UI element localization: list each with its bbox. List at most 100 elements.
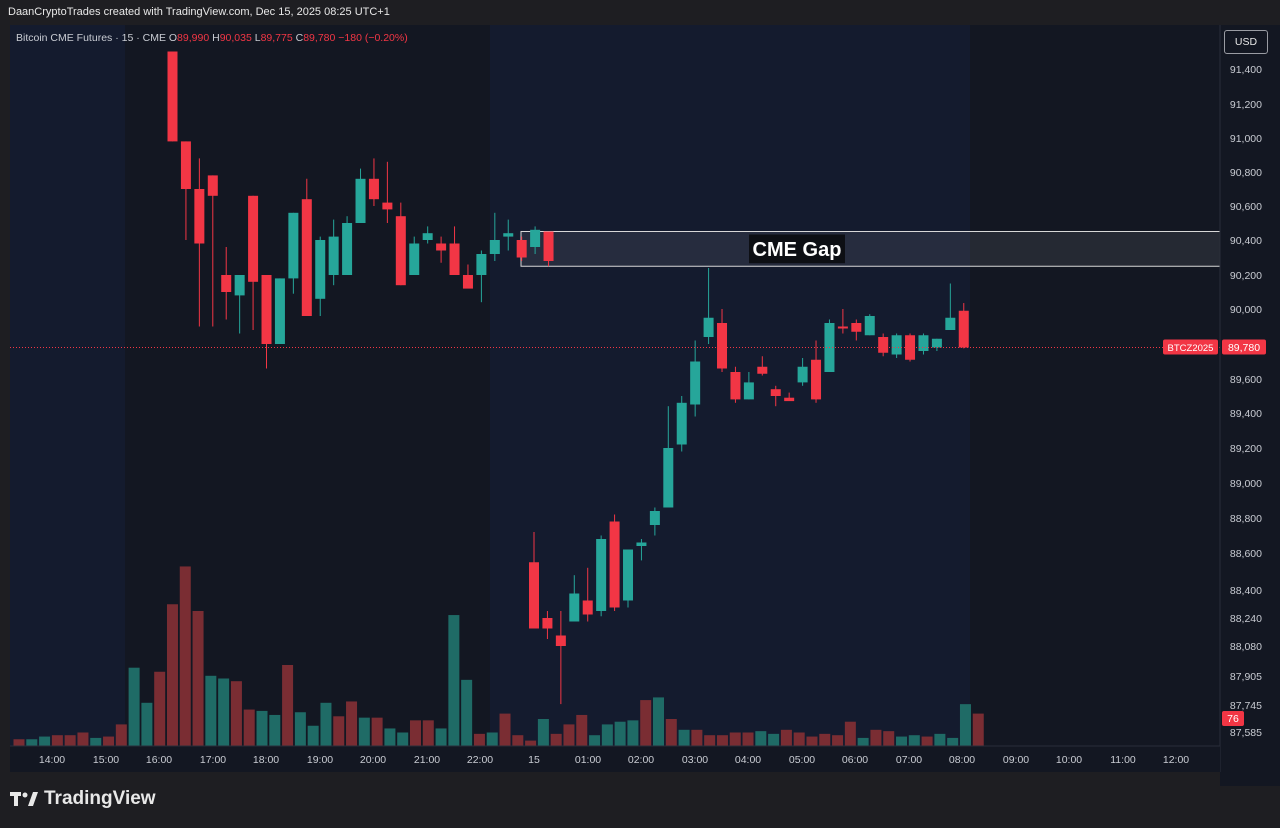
volume-bar — [218, 678, 230, 746]
price-axis-tick: 89,600 — [1230, 374, 1262, 386]
volume-bar — [461, 679, 473, 746]
time-axis-tick: 22:00 — [467, 754, 493, 766]
legend-symbol[interactable]: Bitcoin CME Futures · 15 · CME — [16, 32, 166, 44]
candle-body — [180, 141, 191, 189]
currency-button[interactable]: USD — [1224, 30, 1268, 54]
cme-gap-box[interactable] — [520, 231, 1221, 267]
volume-bar — [563, 724, 575, 746]
volume-bar — [473, 733, 485, 746]
volume-bar — [627, 720, 639, 746]
time-axis-tick: 02:00 — [628, 754, 654, 766]
volume-bar — [525, 740, 537, 746]
candle-body — [582, 600, 593, 615]
volume-bar — [691, 729, 703, 746]
time-axis-tick: 11:00 — [1110, 754, 1136, 766]
chart-header: DaanCryptoTrades created with TradingVie… — [8, 6, 390, 18]
volume-bar — [780, 729, 792, 746]
volume-bar — [205, 675, 217, 746]
legend-high-label: H — [212, 32, 220, 44]
volume-bar — [333, 716, 345, 746]
candle-body — [328, 236, 339, 275]
price-axis-tick: 90,400 — [1230, 235, 1262, 247]
candle-body — [342, 223, 353, 275]
volume-bar — [320, 702, 332, 746]
price-axis-tick: 90,200 — [1230, 270, 1262, 282]
candle-body — [274, 278, 285, 344]
candle-body — [542, 618, 553, 629]
volume-bar — [409, 720, 421, 746]
candle-body — [811, 359, 822, 400]
volume-bar — [972, 713, 984, 746]
candle-body — [368, 178, 379, 200]
cme-gap-label-bg — [749, 234, 845, 264]
volume-bar — [26, 739, 38, 746]
volume-bar — [13, 739, 25, 746]
volume-bar — [959, 704, 971, 746]
candle-body — [837, 326, 848, 329]
session-background-2 — [490, 25, 970, 746]
candle-body — [234, 275, 245, 296]
volume-bar — [601, 724, 613, 746]
volume-bar — [768, 733, 780, 746]
candle-body — [248, 195, 259, 282]
legend-change: −180 (−0.20%) — [338, 32, 408, 44]
volume-bar — [243, 709, 255, 746]
volume-bar — [947, 737, 959, 746]
candle-body — [555, 635, 566, 646]
volume-bar — [282, 665, 294, 746]
volume-bar — [269, 714, 281, 746]
price-tag-symbol-bg — [1163, 339, 1218, 355]
candle-body — [703, 317, 714, 337]
time-axis-tick: 16:00 — [146, 754, 172, 766]
volume-bar — [883, 731, 895, 746]
candle-body — [649, 511, 660, 525]
candle-body — [931, 338, 942, 348]
price-axis-tick: 90,000 — [1230, 304, 1262, 316]
time-axis-tick: 10:00 — [1056, 754, 1082, 766]
volume-bar — [358, 717, 370, 746]
time-axis-tick: 14:00 — [39, 754, 65, 766]
volume-tag-bg — [1222, 711, 1244, 726]
candle-body — [436, 243, 447, 251]
time-axis-tick: 09:00 — [1003, 754, 1029, 766]
candle-body — [167, 51, 178, 142]
price-axis-tick: 88,800 — [1230, 513, 1262, 525]
candle-body — [476, 254, 487, 275]
candle-body — [918, 335, 929, 351]
volume-bar — [435, 728, 447, 746]
time-axis-tick: 21:00 — [414, 754, 440, 766]
volume-bar — [614, 721, 626, 746]
volume-bar — [346, 701, 358, 746]
candle-body — [449, 243, 460, 275]
price-axis-tick: 87,905 — [1230, 671, 1262, 683]
volume-bar — [39, 736, 51, 746]
volume-bar — [499, 713, 511, 746]
volume-bar — [256, 710, 268, 746]
volume-bar — [397, 732, 409, 746]
price-axis-tick: 91,400 — [1230, 64, 1262, 76]
volume-bar — [742, 732, 754, 746]
time-axis-tick: 05:00 — [789, 754, 815, 766]
volume-bar — [653, 697, 664, 746]
candle-body — [945, 317, 956, 330]
candle-body — [543, 231, 554, 261]
candle-body — [757, 366, 768, 374]
time-axis-tick: 01:00 — [575, 754, 601, 766]
volume-bar — [793, 732, 805, 746]
candle-body — [489, 240, 500, 254]
candle-body — [690, 361, 701, 405]
time-axis-tick: 15 — [528, 754, 540, 766]
candle-body — [676, 402, 687, 445]
price-axis-tick: 87,585 — [1230, 727, 1262, 739]
volume-bar — [640, 700, 652, 746]
volume-bar — [141, 702, 153, 746]
legend-low: 89,775 — [260, 32, 293, 44]
time-axis-tick: 19:00 — [307, 754, 333, 766]
volume-bar — [448, 615, 460, 746]
candle-body — [623, 549, 634, 601]
candle-body — [382, 202, 393, 210]
tradingview-wordmark: TradingView — [44, 788, 156, 809]
volume-bar — [908, 735, 920, 746]
price-axis-tick: 88,240 — [1230, 613, 1262, 625]
